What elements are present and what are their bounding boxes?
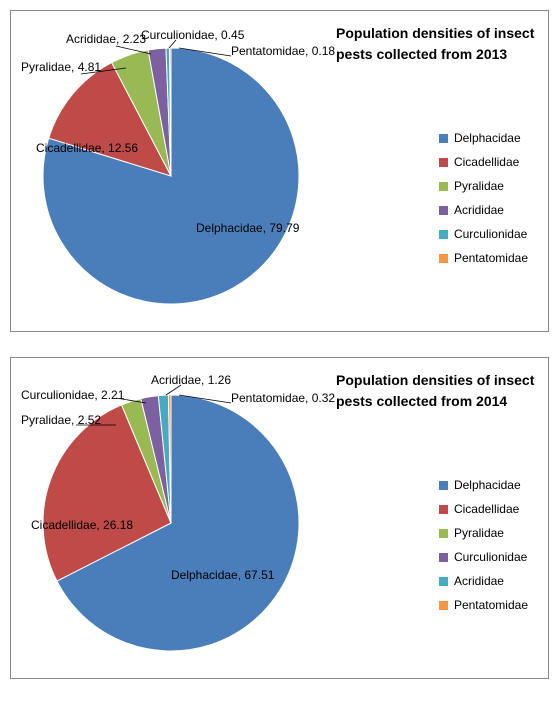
- legend-item-delphacidae: Delphacidae: [439, 131, 528, 145]
- legend-swatch: [439, 206, 448, 215]
- chart-2014-title-line1: Population densities of insect: [336, 372, 534, 388]
- legend-label: Pentatomidae: [454, 251, 528, 265]
- legend-item-acrididae: Acrididae: [439, 203, 528, 217]
- legend-swatch: [439, 230, 448, 239]
- legend-label: Delphacidae: [454, 478, 521, 492]
- chart-2013-title-line1: Population densities of insect: [336, 25, 534, 41]
- legend-label: Cicadellidae: [454, 155, 519, 169]
- legend-swatch: [439, 134, 448, 143]
- legend-swatch: [439, 481, 448, 490]
- pie-label: Pentatomidae, 0.18: [231, 44, 335, 58]
- pie-label: Cicadellidae, 26.18: [31, 518, 133, 532]
- legend-label: Acrididae: [454, 203, 504, 217]
- legend-item-pentatomidae: Pentatomidae: [439, 598, 528, 612]
- chart-2014-pie-wrap: Delphacidae, 67.51Cicadellidae, 26.18Pyr…: [41, 393, 301, 658]
- chart-2014-title-line2: pests collected from 2014: [336, 393, 507, 409]
- pie-label: Delphacidae, 67.51: [171, 568, 274, 582]
- legend-swatch: [439, 601, 448, 610]
- chart-2013-box: Population densities of insect pests col…: [10, 10, 549, 332]
- pie-label: Curculionidae, 2.21: [21, 388, 124, 402]
- legend-label: Curculionidae: [454, 550, 527, 564]
- legend-swatch: [439, 577, 448, 586]
- chart-2013-title: Population densities of insect pests col…: [336, 23, 536, 65]
- chart-2014-title: Population densities of insect pests col…: [336, 370, 536, 412]
- legend-item-pentatomidae: Pentatomidae: [439, 251, 528, 265]
- legend-item-curculionidae: Curculionidae: [439, 227, 528, 241]
- pie-label: Pentatomidae, 0.32: [231, 391, 335, 405]
- legend-swatch: [439, 529, 448, 538]
- pie-label: Curculionidae, 0.45: [141, 28, 244, 42]
- legend-item-delphacidae: Delphacidae: [439, 478, 528, 492]
- legend-swatch: [439, 553, 448, 562]
- legend-label: Pyralidae: [454, 179, 504, 193]
- legend-item-cicadellidae: Cicadellidae: [439, 155, 528, 169]
- legend-swatch: [439, 505, 448, 514]
- legend-item-cicadellidae: Cicadellidae: [439, 502, 528, 516]
- legend-item-acrididae: Acrididae: [439, 574, 528, 588]
- chart-2014-legend: Delphacidae Cicadellidae Pyralidae Curculio…: [439, 478, 528, 622]
- chart-2013-title-line2: pests collected from 2013: [336, 46, 507, 62]
- pie-label: Pyralidae, 4.81: [21, 60, 101, 74]
- legend-swatch: [439, 158, 448, 167]
- pie-label: Delphacidae, 79.79: [196, 221, 299, 235]
- legend-item-curculionidae: Curculionidae: [439, 550, 528, 564]
- legend-item-pyralidae: Pyralidae: [439, 526, 528, 540]
- legend-item-pyralidae: Pyralidae: [439, 179, 528, 193]
- pie-label: Pyralidae, 2.52: [21, 413, 101, 427]
- legend-label: Acrididae: [454, 574, 504, 588]
- pie-label: Acrididae, 2.23: [66, 32, 146, 46]
- legend-label: Curculionidae: [454, 227, 527, 241]
- legend-label: Pentatomidae: [454, 598, 528, 612]
- chart-2013-legend: Delphacidae Cicadellidae Pyralidae Acridida…: [439, 131, 528, 275]
- pie-label: Acrididae, 1.26: [151, 373, 231, 387]
- legend-swatch: [439, 182, 448, 191]
- chart-2013-pie-wrap: Delphacidae, 79.79Cicadellidae, 12.56Pyr…: [41, 46, 301, 311]
- legend-label: Delphacidae: [454, 131, 521, 145]
- legend-label: Pyralidae: [454, 526, 504, 540]
- chart-2013-pie: [41, 46, 301, 306]
- legend-swatch: [439, 254, 448, 263]
- legend-label: Cicadellidae: [454, 502, 519, 516]
- pie-label: Cicadellidae, 12.56: [36, 141, 138, 155]
- chart-2014-box: Population densities of insect pests col…: [10, 357, 549, 679]
